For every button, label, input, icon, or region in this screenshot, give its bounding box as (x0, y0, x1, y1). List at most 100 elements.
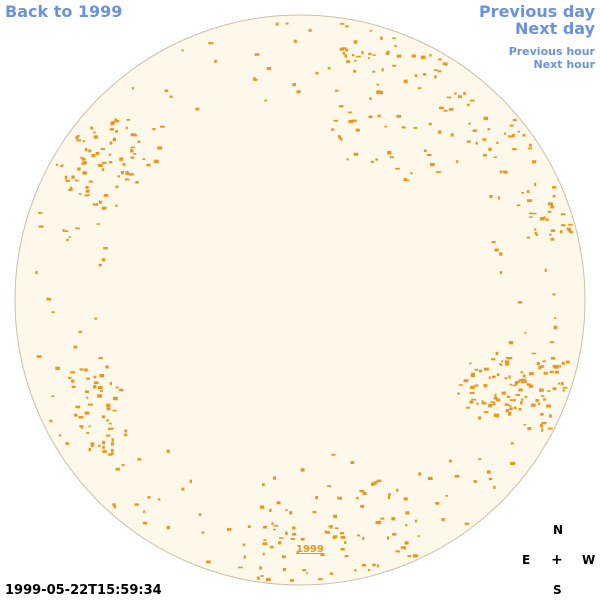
next-day-link[interactable]: Next day (515, 19, 595, 38)
contour-speck (483, 116, 489, 121)
previous-hour-link[interactable]: Previous hour (508, 45, 595, 58)
contour-speck (513, 398, 516, 402)
contour-speck (137, 458, 142, 461)
back-to-year-link[interactable]: Back to 1999 (5, 2, 123, 21)
contour-speck (259, 566, 262, 570)
contour-speck (499, 271, 503, 275)
contour-speck (518, 408, 522, 411)
year-link[interactable]: 1999 (296, 544, 324, 555)
contour-speck (511, 148, 517, 151)
contour-speck (271, 522, 274, 525)
contour-speck (463, 379, 469, 383)
contour-speck (403, 497, 408, 501)
contour-speck (115, 120, 120, 123)
contour-speck (71, 379, 75, 383)
contour-speck (497, 196, 500, 200)
contour-speck (102, 440, 106, 445)
contour-speck (502, 170, 507, 173)
contour-speck (474, 368, 478, 371)
contour-speck (111, 438, 114, 442)
contour-speck (102, 161, 107, 164)
contour-speck (91, 444, 94, 448)
contour-speck (427, 476, 433, 481)
contour-speck (126, 119, 131, 121)
contour-speck (124, 429, 128, 433)
contour-speck (434, 75, 437, 79)
contour-speck (101, 168, 105, 171)
contour-speck (157, 498, 161, 501)
contour-speck (262, 542, 268, 546)
contour-speck (375, 158, 378, 161)
contour-speck (66, 238, 69, 241)
contour-speck (333, 514, 337, 519)
contour-speck (467, 103, 470, 107)
contour-speck (340, 532, 345, 535)
contour-speck (501, 360, 504, 363)
contour-speck (436, 171, 441, 173)
contour-speck (115, 386, 119, 389)
contour-speck (121, 464, 125, 467)
contour-speck (535, 233, 539, 236)
contour-speck (552, 186, 557, 189)
contour-speck (488, 147, 492, 151)
contour-speck (549, 341, 555, 344)
contour-speck (376, 564, 380, 568)
contour-speck (293, 39, 297, 43)
contour-speck (90, 126, 94, 130)
contour-speck (362, 492, 367, 495)
contour-speck (417, 535, 420, 537)
contour-speck (55, 163, 59, 166)
contour-speck (126, 172, 130, 176)
contour-speck (522, 378, 526, 381)
contour-speck (540, 395, 545, 397)
contour-speck (435, 502, 440, 505)
contour-speck (539, 388, 544, 392)
contour-speck (522, 374, 526, 378)
contour-speck (308, 29, 312, 32)
contour-speck (94, 317, 98, 320)
contour-speck (503, 171, 508, 174)
contour-speck (74, 179, 79, 182)
contour-speck (528, 384, 533, 388)
contour-speck (344, 554, 349, 558)
contour-speck (439, 106, 444, 110)
contour-speck (411, 54, 416, 58)
contour-speck (67, 376, 72, 379)
contour-speck (201, 531, 205, 534)
contour-speck (362, 536, 365, 540)
contour-speck (552, 195, 556, 198)
contour-speck (569, 231, 574, 234)
contour-speck (339, 137, 343, 141)
contour-speck (454, 92, 457, 95)
contour-speck (377, 114, 381, 118)
contour-speck (508, 411, 512, 414)
contour-speck (84, 194, 89, 197)
contour-speck (110, 452, 115, 455)
contour-speck (76, 134, 80, 138)
contour-speck (324, 530, 327, 534)
contour-speck (387, 496, 391, 499)
contour-speck (60, 165, 63, 167)
contour-speck (532, 212, 537, 215)
contour-speck (484, 367, 489, 371)
contour-speck (115, 204, 118, 207)
contour-speck (543, 371, 548, 375)
contour-speck (98, 200, 102, 204)
contour-speck (470, 385, 475, 389)
contour-speck (331, 128, 335, 131)
contour-speck (470, 99, 475, 102)
contour-speck (344, 541, 347, 544)
contour-speck (469, 400, 474, 404)
contour-speck (568, 228, 572, 232)
contour-speck (414, 74, 418, 77)
next-hour-link[interactable]: Next hour (533, 58, 596, 71)
contour-speck (142, 521, 148, 525)
contour-speck (266, 577, 271, 582)
previous-day-link[interactable]: Previous day (478, 2, 595, 21)
contour-speck (448, 108, 454, 111)
contour-speck (476, 402, 479, 405)
contour-speck (65, 179, 70, 182)
contour-speck (527, 199, 532, 203)
contour-speck (86, 396, 89, 399)
contour-speck (300, 537, 305, 541)
